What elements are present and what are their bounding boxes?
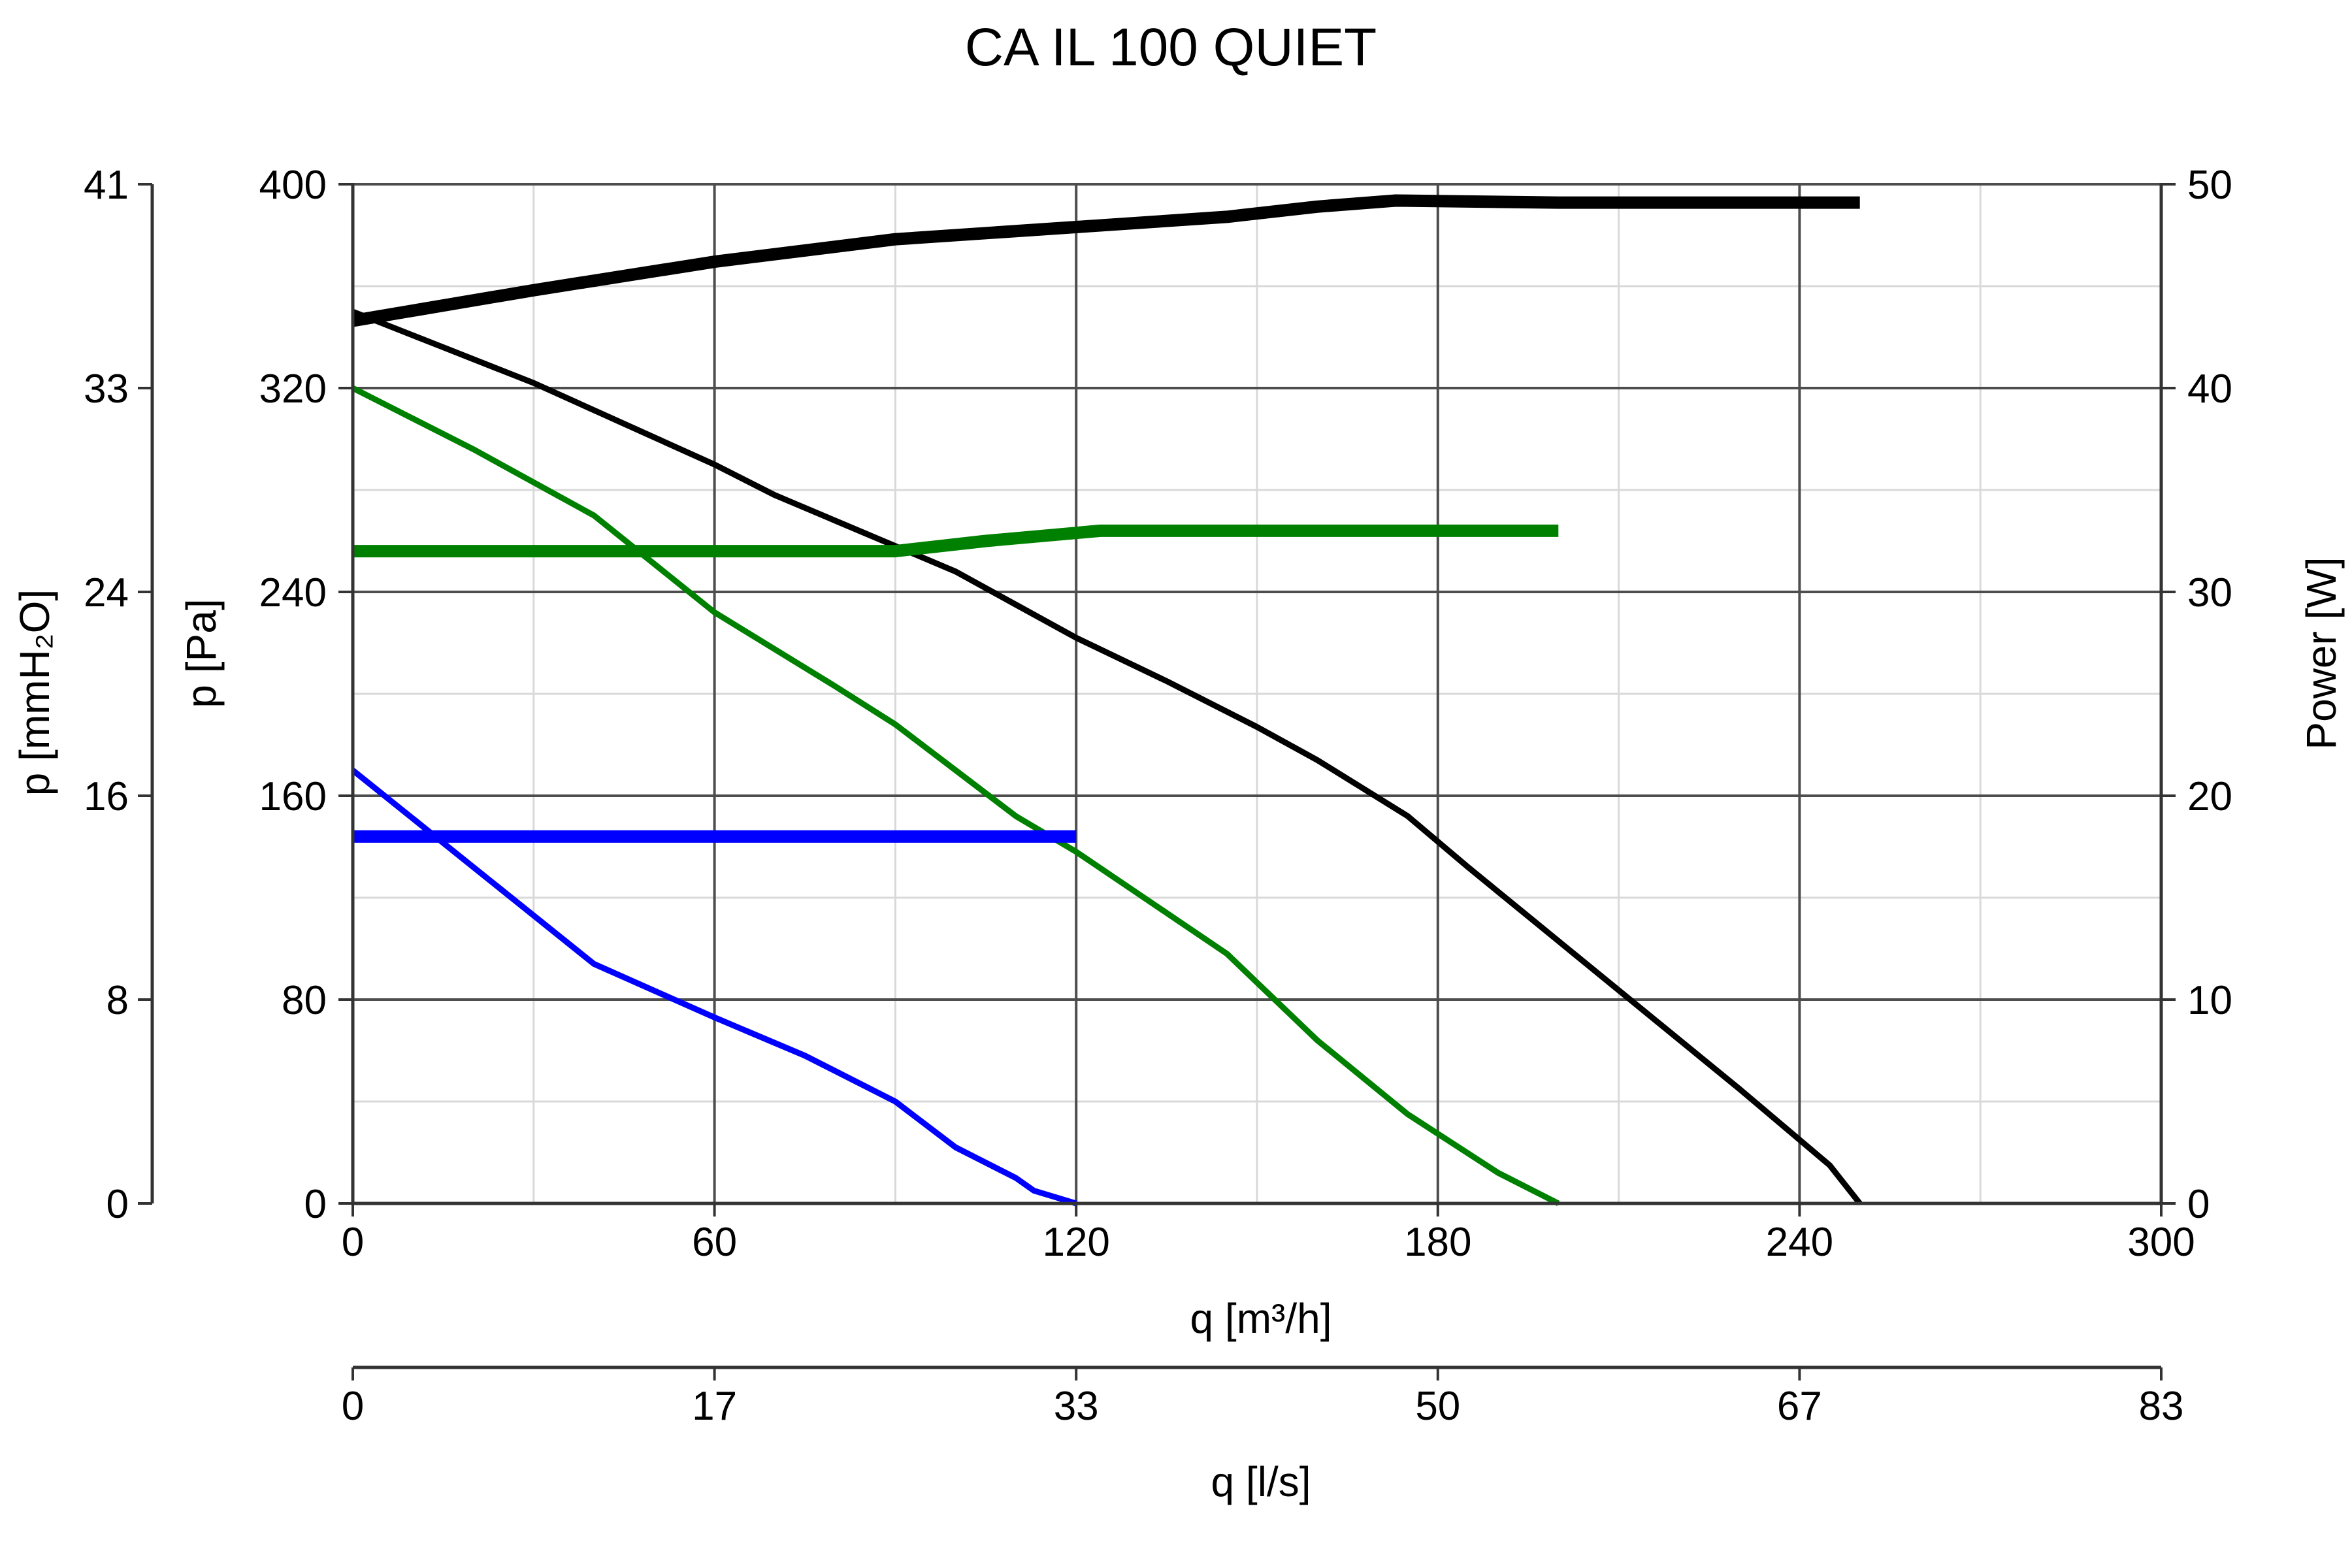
y-left-tick-label: 0 [304, 1182, 327, 1227]
y-left-outer-tick-label: 8 [106, 978, 129, 1023]
y-right-tick-label: 50 [2187, 163, 2232, 208]
y-left-axis-label: p [Pa] [178, 598, 225, 708]
y-left-tick-label: 160 [259, 774, 327, 819]
y-right-tick-label: 30 [2187, 570, 2232, 615]
y-right-tick-label: 40 [2187, 367, 2232, 412]
series-line-1 [351, 308, 1863, 1205]
minor-grid [353, 184, 2161, 1203]
series-line-5 [353, 524, 1559, 558]
y-left-outer-tick-label: 41 [84, 163, 129, 208]
x-tick-label: 120 [1042, 1220, 1109, 1265]
x-tick-label: 60 [692, 1220, 737, 1265]
x2-tick-label: 0 [342, 1384, 364, 1429]
y-right-axis-label: Power [W] [2298, 557, 2345, 749]
series-layer [351, 194, 1863, 1207]
y-left-tick-label: 400 [259, 163, 327, 208]
y-left-outer-tick-label: 0 [106, 1182, 129, 1227]
x-tick-label: 240 [1766, 1220, 1833, 1265]
y-left-tick-label: 320 [259, 367, 327, 412]
axes-layer [138, 183, 2176, 1380]
x-tick-label: 0 [342, 1220, 364, 1265]
x2-axis-label: q [l/s] [1211, 1458, 1311, 1505]
y-left-tick-label: 240 [259, 570, 327, 615]
x2-tick-label: 33 [1054, 1384, 1099, 1429]
y-left-outer-tick-label: 33 [84, 367, 129, 412]
x-tick-label: 180 [1404, 1220, 1471, 1265]
y-left-outer-axis-label: p [mmH₂O] [11, 589, 58, 796]
y-right-tick-label: 20 [2187, 774, 2232, 819]
series-line-4 [351, 194, 1860, 327]
x-axis-label: q [m³/h] [1190, 1295, 1332, 1342]
x2-tick-label: 83 [2139, 1384, 2184, 1429]
x2-tick-label: 17 [692, 1384, 737, 1429]
tick-labels: 0 80 160 240 320 400 0 8 16 24 33 41 0 10 20 30 40 50 0 60 1… [84, 163, 2232, 1429]
x2-tick-label: 67 [1777, 1384, 1822, 1429]
y-right-tick-label: 10 [2187, 978, 2232, 1023]
y-left-outer-tick-label: 24 [84, 570, 129, 615]
y-left-outer-tick-label: 16 [84, 774, 129, 819]
y-right-tick-label: 0 [2187, 1182, 2210, 1227]
chart-title: CA IL 100 QUIET [965, 18, 1377, 77]
x-tick-label: 300 [2127, 1220, 2195, 1265]
y-left-tick-label: 80 [282, 978, 327, 1023]
series-line-3 [351, 768, 1077, 1207]
x2-tick-label: 50 [1415, 1384, 1460, 1429]
